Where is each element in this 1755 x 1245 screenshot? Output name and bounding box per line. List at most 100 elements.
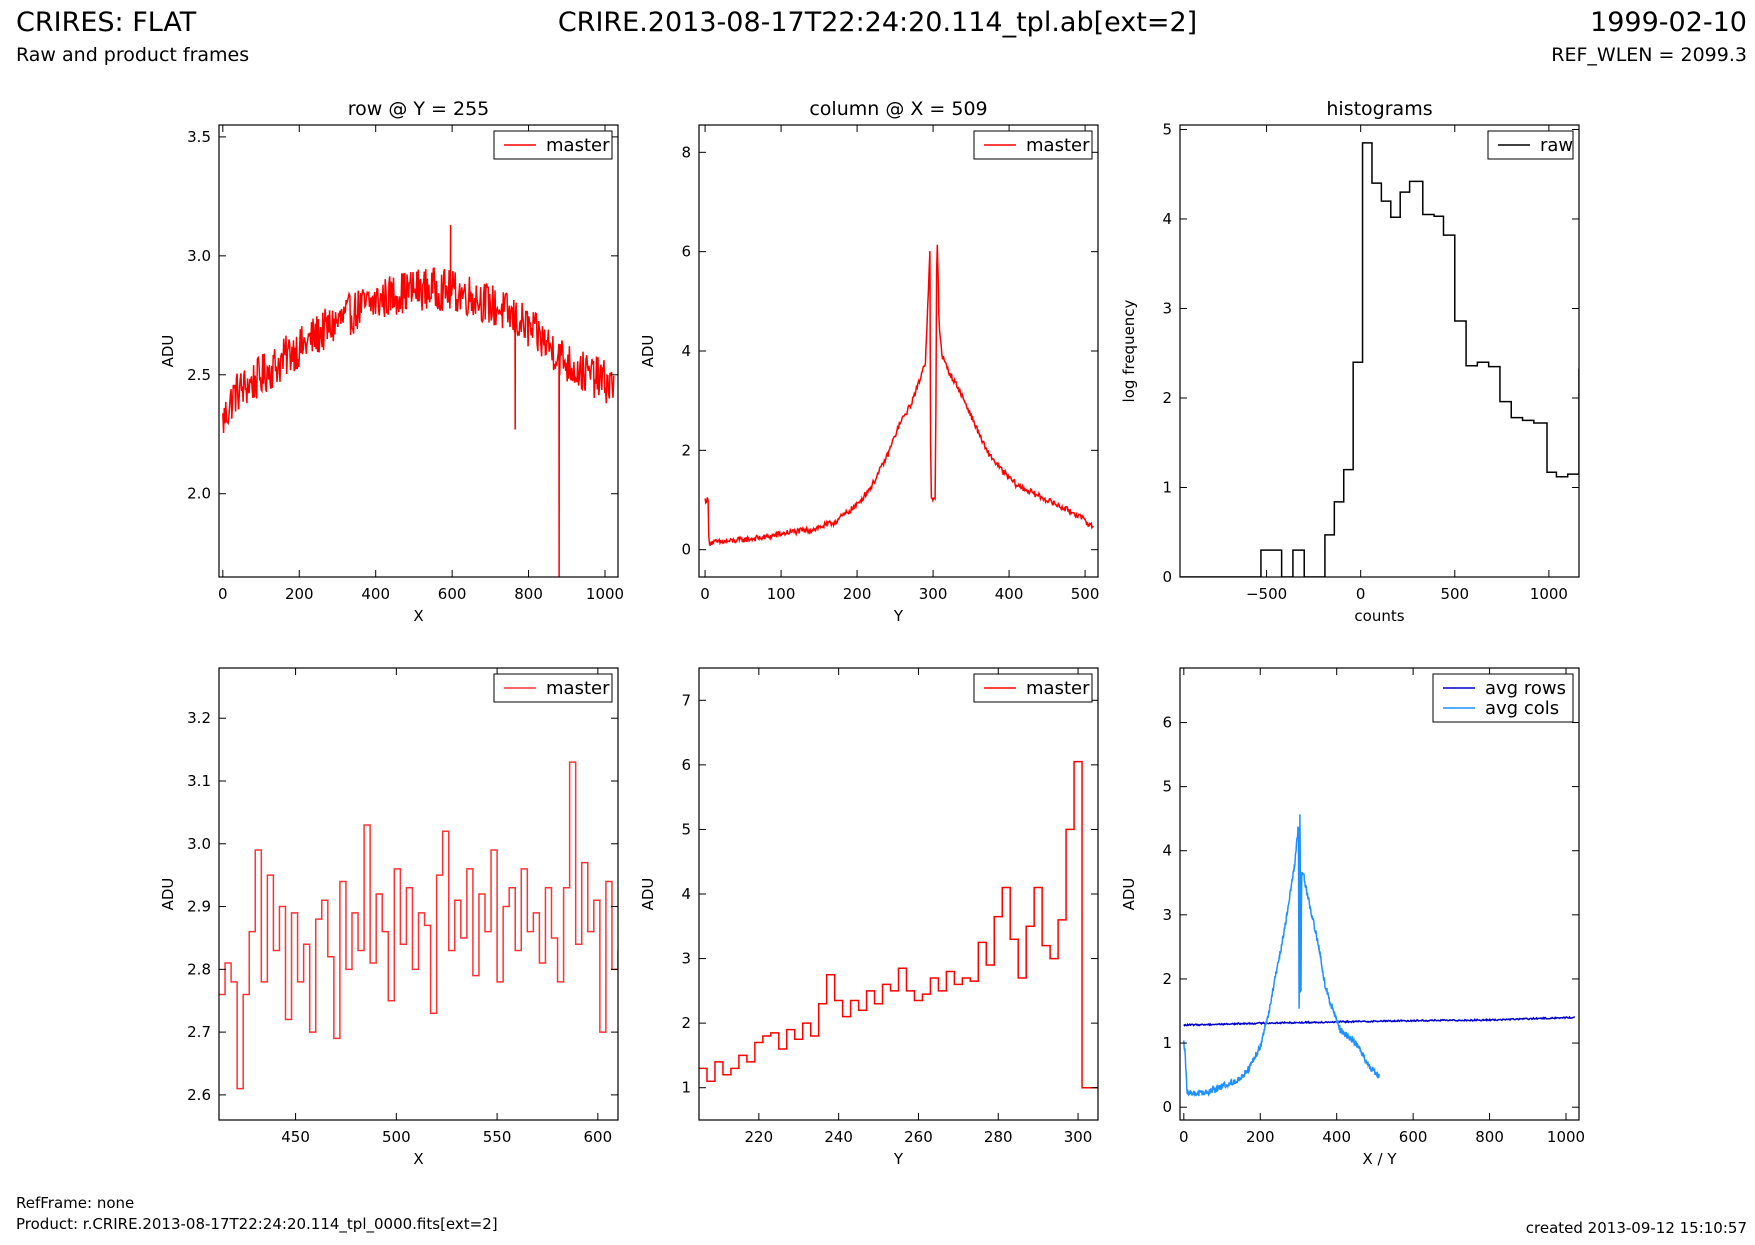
y-tick-label: 3 bbox=[1162, 299, 1172, 317]
x-tick-label: 300 bbox=[919, 585, 948, 603]
y-tick-label: 1 bbox=[681, 1079, 691, 1097]
page-subtitle: Raw and product frames bbox=[16, 44, 250, 66]
y-tick-label: 2.7 bbox=[187, 1023, 211, 1041]
y-axis-label: log frequency bbox=[1120, 299, 1138, 402]
legend-label: master bbox=[546, 135, 610, 156]
x-axis-label: Y bbox=[893, 607, 904, 625]
legend: raw bbox=[1487, 130, 1574, 160]
chart-title: row @ Y = 255 bbox=[348, 98, 490, 120]
x-tick-label: 200 bbox=[1246, 1128, 1275, 1146]
x-axis-label: X bbox=[413, 1150, 423, 1168]
x-tick-label: 550 bbox=[483, 1128, 512, 1146]
y-tick-label: 8 bbox=[681, 143, 691, 161]
x-tick-label: 0 bbox=[1356, 585, 1366, 603]
y-tick-label: 2.5 bbox=[187, 366, 211, 384]
y-tick-label: 2 bbox=[1162, 389, 1172, 407]
x-axis-label: Y bbox=[893, 1150, 904, 1168]
y-tick-label: 3.1 bbox=[187, 772, 211, 790]
x-tick-label: 800 bbox=[1475, 1128, 1504, 1146]
y-axis-label: ADU bbox=[159, 878, 177, 911]
y-tick-label: 2 bbox=[681, 441, 691, 459]
legend-label: master bbox=[1026, 678, 1090, 699]
y-tick-label: 1 bbox=[1162, 1034, 1172, 1052]
y-tick-label: 6 bbox=[1162, 713, 1172, 731]
series-master-line bbox=[222, 224, 615, 577]
series-avg-cols-line bbox=[1183, 814, 1380, 1098]
x-tick-label: 500 bbox=[1440, 585, 1469, 603]
x-tick-label: 280 bbox=[984, 1128, 1013, 1146]
chart-title: histograms bbox=[1326, 98, 1432, 120]
y-tick-label: 1 bbox=[1162, 478, 1172, 496]
x-tick-label: 600 bbox=[1399, 1128, 1428, 1146]
y-axis-label: ADU bbox=[639, 878, 657, 911]
y-tick-label: 0 bbox=[1162, 1098, 1172, 1116]
x-tick-label: 1000 bbox=[1547, 1128, 1585, 1146]
y-tick-label: 2.0 bbox=[187, 485, 211, 503]
y-tick-label: 3.0 bbox=[187, 835, 211, 853]
y-axis-label: ADU bbox=[159, 335, 177, 368]
chart-histogram: −500 0 500 1000 0 1 2 3 4 5 histograms counts log fr… bbox=[1120, 98, 1580, 625]
y-tick-label: 2.6 bbox=[187, 1086, 211, 1104]
chart-title: column @ X = 509 bbox=[809, 98, 987, 120]
x-tick-label: 240 bbox=[824, 1128, 853, 1146]
legend-label: master bbox=[1026, 135, 1090, 156]
y-tick-label: 2 bbox=[1162, 970, 1172, 988]
y-tick-label: 3.2 bbox=[187, 709, 211, 727]
series-avg-rows-line bbox=[1183, 1015, 1575, 1027]
y-tick-label: 6 bbox=[681, 756, 691, 774]
x-tick-label: −500 bbox=[1246, 585, 1287, 603]
legend-label: avg rows bbox=[1485, 678, 1566, 699]
x-tick-label: 0 bbox=[1179, 1128, 1189, 1146]
y-tick-label: 6 bbox=[681, 243, 691, 261]
x-tick-label: 0 bbox=[700, 585, 710, 603]
y-tick-label: 5 bbox=[681, 820, 691, 838]
y-tick-label: 5 bbox=[1162, 120, 1172, 138]
refframe-note: RefFrame: none bbox=[16, 1194, 135, 1212]
series-master-line bbox=[704, 244, 1094, 546]
file-name: CRIRE.2013-08-17T22:24:20.114_tpl.ab[ext… bbox=[557, 7, 1198, 38]
page-title: CRIRES: FLAT bbox=[16, 7, 197, 38]
legend-box bbox=[1432, 673, 1574, 723]
chart-row-zoom: 450 500 550 600 2.6 2.7 2.8 2.9 3.0 3.1 3.2 X ADU mas… bbox=[159, 667, 619, 1168]
y-tick-label: 4 bbox=[1162, 210, 1172, 228]
y-tick-label: 3.5 bbox=[187, 128, 211, 146]
plot-frame bbox=[1179, 667, 1580, 1121]
y-tick-label: 4 bbox=[681, 885, 691, 903]
y-tick-label: 0 bbox=[681, 541, 691, 559]
plot-frame bbox=[218, 667, 619, 1121]
chart-column-zoom: 220 240 260 280 300 1 2 3 4 5 6 7 Y ADU master bbox=[639, 667, 1099, 1168]
y-tick-label: 3 bbox=[681, 950, 691, 968]
x-tick-label: 600 bbox=[438, 585, 467, 603]
x-tick-label: 800 bbox=[514, 585, 543, 603]
y-tick-label: 2.9 bbox=[187, 898, 211, 916]
x-axis-label: X / Y bbox=[1362, 1150, 1397, 1168]
x-tick-label: 400 bbox=[1322, 1128, 1351, 1146]
created-note: created 2013-09-12 15:10:57 bbox=[1525, 1219, 1747, 1237]
x-tick-label: 500 bbox=[1071, 585, 1100, 603]
chart-column: 0 100 200 300 400 500 0 2 4 6 8 column @ X = 509 Y AD… bbox=[639, 98, 1099, 625]
y-tick-label: 0 bbox=[1162, 568, 1172, 586]
x-axis-label: counts bbox=[1354, 607, 1404, 625]
chart-averages: 0 200 400 600 800 1000 0 1 2 3 4 5 6 X / Y ADU avg rows… bbox=[1120, 667, 1585, 1168]
y-tick-label: 7 bbox=[681, 691, 691, 709]
x-tick-label: 600 bbox=[584, 1128, 613, 1146]
series-master-line bbox=[699, 760, 1098, 1089]
y-tick-label: 2 bbox=[681, 1014, 691, 1032]
x-tick-label: 1000 bbox=[1530, 585, 1568, 603]
x-tick-label: 400 bbox=[361, 585, 390, 603]
x-tick-label: 1000 bbox=[586, 585, 624, 603]
x-tick-label: 220 bbox=[745, 1128, 774, 1146]
legend: master bbox=[493, 130, 613, 160]
legend: master bbox=[973, 673, 1093, 703]
legend-label: raw bbox=[1540, 135, 1573, 156]
series-raw-line bbox=[1180, 142, 1579, 577]
y-tick-label: 4 bbox=[681, 342, 691, 360]
series-master-line bbox=[219, 761, 618, 1090]
plot-frame bbox=[698, 667, 1099, 1121]
y-tick-label: 5 bbox=[1162, 778, 1172, 796]
x-tick-label: 200 bbox=[843, 585, 872, 603]
chart-row: 0 200 400 600 800 1000 2.0 2.5 3.0 3.5 row @ Y = 2… bbox=[159, 98, 624, 625]
y-tick-label: 3.0 bbox=[187, 247, 211, 265]
